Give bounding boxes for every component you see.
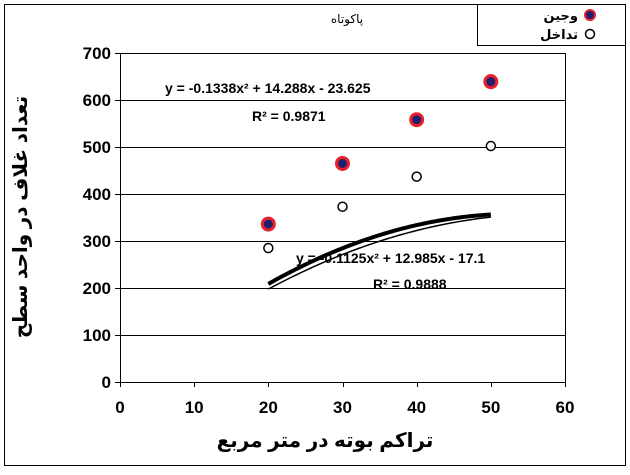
data-point-series-2-4 xyxy=(485,140,497,152)
y-tick-label: 600 xyxy=(83,91,111,110)
data-point-series-1-2 xyxy=(335,155,350,171)
legend-marker-series-2 xyxy=(584,28,596,40)
data-point-series-1-3 xyxy=(409,112,425,128)
equation-series-1: y = -0.1338x² + 14.288x - 23.625 xyxy=(165,80,371,96)
data-points xyxy=(260,74,499,254)
r2-series-1: R² = 0.9871 xyxy=(252,108,326,124)
data-point-series-2-3 xyxy=(411,171,422,182)
equation-series-2: y = -0.1125x² + 12.985x - 17.1 xyxy=(296,250,485,266)
legend-label-series-2: تداخل xyxy=(540,27,578,42)
x-tick-label: 40 xyxy=(407,398,426,417)
gridlines xyxy=(120,100,565,336)
trendlines xyxy=(267,212,491,290)
legend-marker-series-1 xyxy=(584,9,596,21)
y-tick-label: 400 xyxy=(83,185,111,204)
y-axis-ticks: 0 100 200 300 400 500 600 700 xyxy=(83,44,120,392)
x-tick-label: 60 xyxy=(556,398,575,417)
r2-series-2: R² = 0.9888 xyxy=(373,276,447,292)
y-tick-label: 0 xyxy=(102,373,111,392)
data-point-series-2-1 xyxy=(263,242,274,254)
x-tick-label: 30 xyxy=(333,398,352,417)
data-point-series-1-1 xyxy=(260,216,276,232)
legend: وجین تداخل xyxy=(477,4,626,46)
x-axis-ticks: 0 10 20 30 40 50 60 xyxy=(115,382,574,417)
data-point-series-2-2 xyxy=(337,201,348,212)
legend-box xyxy=(477,4,626,46)
y-tick-label: 300 xyxy=(83,232,111,251)
legend-label-series-1: وجین xyxy=(544,8,578,23)
chart-title: پاکوتاه xyxy=(331,12,363,27)
y-tick-label: 700 xyxy=(83,44,111,63)
chart-frame xyxy=(4,4,626,466)
y-tick-label: 500 xyxy=(83,138,111,157)
y-axis-label: تعداد غلاف در واحد سطح xyxy=(10,96,32,338)
x-tick-label: 10 xyxy=(185,398,204,417)
trendline-series-2 xyxy=(267,216,491,290)
y-tick-label: 100 xyxy=(83,326,111,345)
data-point-series-1-4 xyxy=(483,74,499,90)
trendline-series-1 xyxy=(267,212,491,286)
x-tick-label: 20 xyxy=(259,398,278,417)
y-tick-label: 200 xyxy=(83,279,111,298)
x-axis-label: تراکم بوته در متر مربع xyxy=(217,430,434,452)
x-tick-label: 0 xyxy=(115,398,124,417)
x-tick-label: 50 xyxy=(481,398,500,417)
